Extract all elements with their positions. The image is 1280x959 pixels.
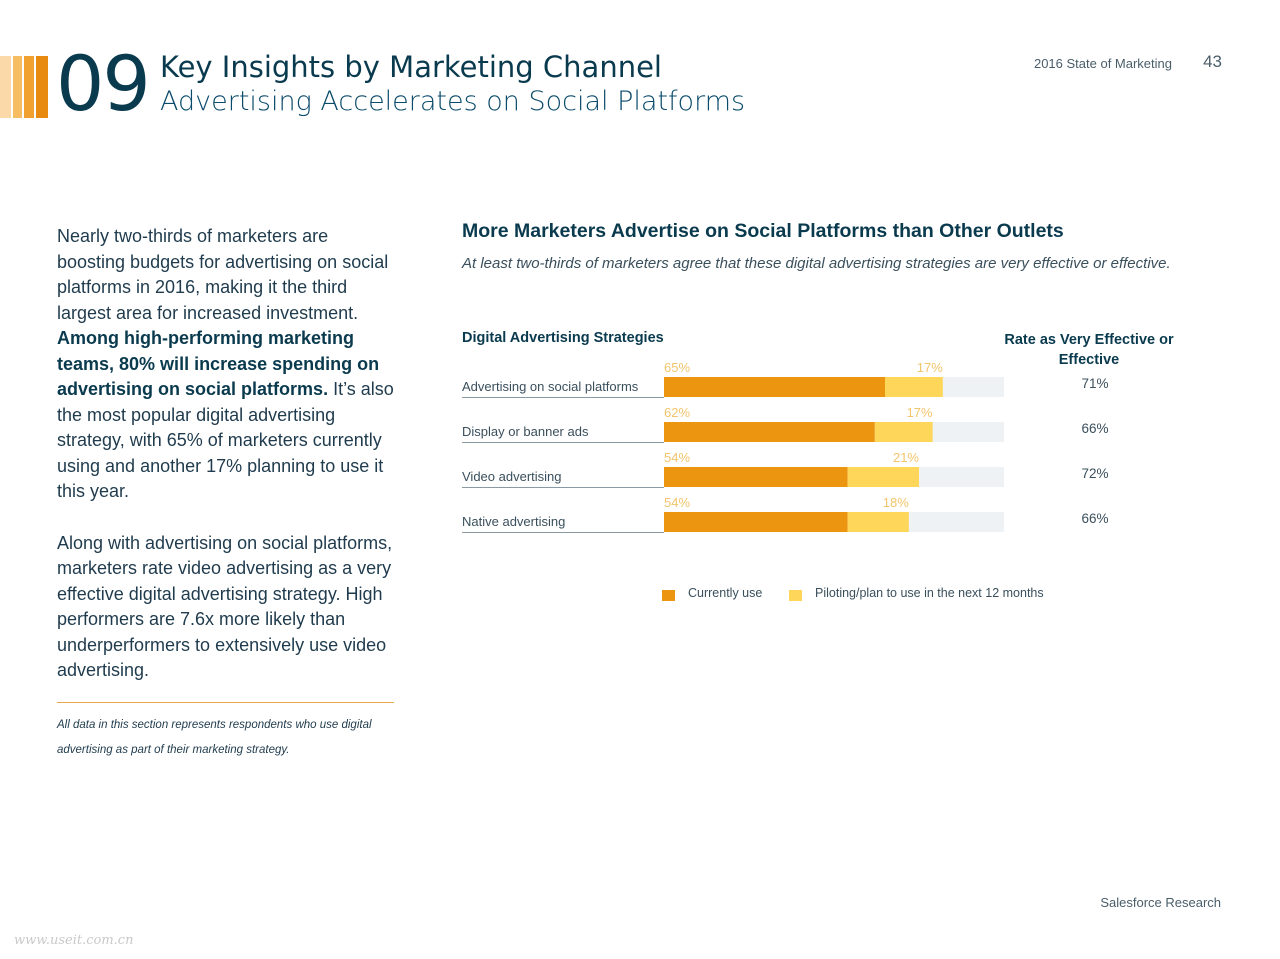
rating-value: 72% (1081, 466, 1108, 481)
bar-currently-use (664, 512, 848, 532)
page-title: Key Insights by Marketing Channel (160, 50, 662, 84)
header-stripe-1 (0, 56, 11, 118)
bar-piloting (874, 422, 933, 442)
value-label-currently-use: 65% (664, 360, 690, 375)
bar-currently-use (664, 422, 875, 442)
section-number: 09 (56, 39, 151, 128)
header-stripe-3 (24, 56, 34, 118)
rating-value: 66% (1081, 421, 1108, 436)
report-name: 2016 State of Marketing (1033, 56, 1172, 71)
source-label: Salesforce Research (1100, 895, 1221, 910)
bar-piloting (847, 512, 909, 532)
legend-label-piloting: Piloting/plan to use in the next 12 mont… (815, 586, 1044, 600)
page-number: 43 (1203, 52, 1222, 71)
paragraph-1: Nearly two-thirds of marketers are boost… (57, 224, 397, 505)
chart-title: More Marketers Advertise on Social Platf… (462, 220, 1064, 242)
paragraph-2: Along with advertising on social platfor… (57, 532, 393, 681)
bar-currently-use (664, 467, 848, 487)
value-label-currently-use: 62% (664, 405, 690, 420)
header-stripe-2 (13, 56, 22, 118)
category-header: Digital Advertising Strategies (462, 330, 664, 346)
value-label-piloting: 21% (893, 450, 919, 465)
paragraph-1-end: It’s also the most popular digital adver… (57, 379, 394, 501)
footnote: All data in this section represents resp… (57, 719, 372, 756)
legend-label-currently-use: Currently use (688, 586, 763, 600)
value-label-piloting: 17% (917, 360, 943, 375)
rating-value: 71% (1081, 376, 1108, 391)
category-label: Advertising on social platforms (462, 379, 639, 394)
legend-swatch-currently-use (662, 590, 675, 601)
bar-piloting (847, 467, 919, 487)
rating-header: Rate as Very Effective or Effective (1004, 332, 1174, 368)
value-label-currently-use: 54% (664, 495, 690, 510)
bar-currently-use (664, 377, 885, 397)
paragraph-1-highlight: Among high-performing marketing teams, 8… (57, 328, 380, 399)
rating-value: 66% (1081, 511, 1108, 526)
legend-swatch-piloting (789, 590, 802, 601)
paragraph-1-start: Nearly two-thirds of marketers are boost… (57, 226, 389, 323)
bar-piloting (885, 377, 943, 397)
chart-subtitle: At least two-thirds of marketers agree t… (462, 255, 1171, 272)
value-label-currently-use: 54% (664, 450, 690, 465)
category-label: Display or banner ads (462, 424, 589, 439)
watermark: www.useit.com.cn (14, 933, 134, 948)
page-subtitle: Advertising Accelerates on Social Platfo… (160, 86, 746, 117)
value-label-piloting: 17% (907, 405, 933, 420)
category-label: Native advertising (462, 514, 565, 529)
footnote-divider (57, 702, 394, 703)
value-label-piloting: 18% (883, 495, 909, 510)
header-stripe-4 (36, 56, 48, 118)
category-label: Video advertising (462, 469, 562, 484)
body-text: Nearly two-thirds of marketers are boost… (57, 224, 397, 684)
